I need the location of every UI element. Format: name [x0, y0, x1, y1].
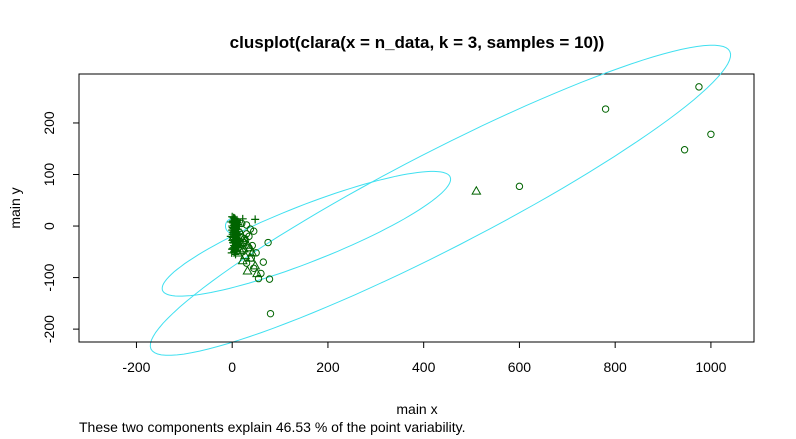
y-tick-label: 100	[41, 163, 57, 187]
point-triangle	[252, 268, 263, 278]
y-tick-label: 200	[41, 111, 57, 135]
point-circle	[250, 264, 258, 272]
point-circle	[242, 230, 251, 238]
x-tick-label: 200	[316, 359, 340, 375]
point-plus	[231, 226, 240, 235]
x-tick-label: -200	[122, 359, 150, 375]
point-triangle	[237, 255, 248, 265]
y-tick-label: 0	[41, 222, 57, 230]
point-circle	[265, 275, 274, 283]
point-circle	[680, 146, 689, 154]
y-axis-label: main y	[7, 187, 23, 228]
point-plus	[230, 235, 239, 244]
x-tick-label: 0	[228, 359, 236, 375]
chart-title: clusplot(clara(x = n_data, k = 3, sample…	[230, 33, 605, 52]
y-axis: -200 -100 0 100 200	[41, 111, 80, 343]
point-circle	[264, 238, 272, 247]
cluster-ellipses	[149, 44, 732, 356]
point-triangle	[244, 242, 255, 252]
point-circle	[259, 258, 268, 266]
point-triangle	[247, 247, 258, 257]
point-triangle	[242, 265, 253, 275]
plot-frame	[78, 73, 755, 343]
point-plus	[251, 215, 260, 224]
point-plus	[229, 228, 238, 237]
y-tick-label: -100	[41, 263, 57, 291]
point-plus	[233, 218, 242, 227]
x-tick-label: 800	[603, 359, 627, 375]
point-circle	[242, 221, 251, 229]
point-circle	[515, 182, 524, 191]
point-triangle	[238, 243, 249, 253]
point-plus	[228, 244, 237, 253]
point-plus	[232, 240, 241, 249]
point-circle	[266, 309, 275, 318]
x-tick-label: 1000	[695, 359, 726, 375]
point-triangle	[240, 250, 251, 260]
x-axis-label: main x	[396, 401, 437, 417]
point-circle	[601, 105, 610, 113]
point-triangle	[250, 260, 261, 270]
point-circle	[695, 83, 703, 91]
y-tick-label: -200	[41, 315, 57, 343]
cluster-ellipse-2	[161, 170, 452, 297]
point-circle	[707, 130, 715, 139]
point-plus	[229, 213, 238, 222]
point-circle	[246, 225, 255, 233]
point-triangle	[471, 185, 482, 195]
data-points	[226, 83, 715, 318]
point-plus	[231, 250, 240, 259]
x-axis: -200 0 200 400 600 800 1000	[122, 341, 727, 375]
variability-caption: These two components explain 46.53 % of …	[79, 419, 466, 435]
point-plus	[238, 214, 247, 223]
cluster-ellipse-1	[149, 44, 732, 356]
x-tick-label: 400	[412, 359, 436, 375]
x-tick-label: 600	[508, 359, 532, 375]
